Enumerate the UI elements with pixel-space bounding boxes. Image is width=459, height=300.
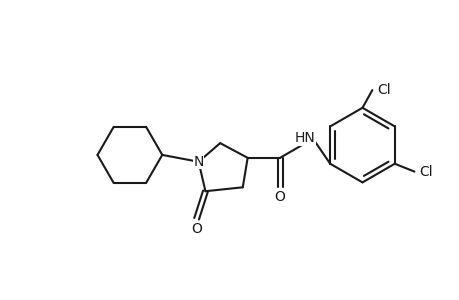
Text: HN: HN (294, 131, 314, 145)
Text: Cl: Cl (376, 83, 390, 97)
Text: O: O (191, 221, 202, 236)
Text: O: O (274, 190, 285, 204)
Text: N: N (193, 155, 203, 169)
Text: Cl: Cl (419, 165, 432, 178)
